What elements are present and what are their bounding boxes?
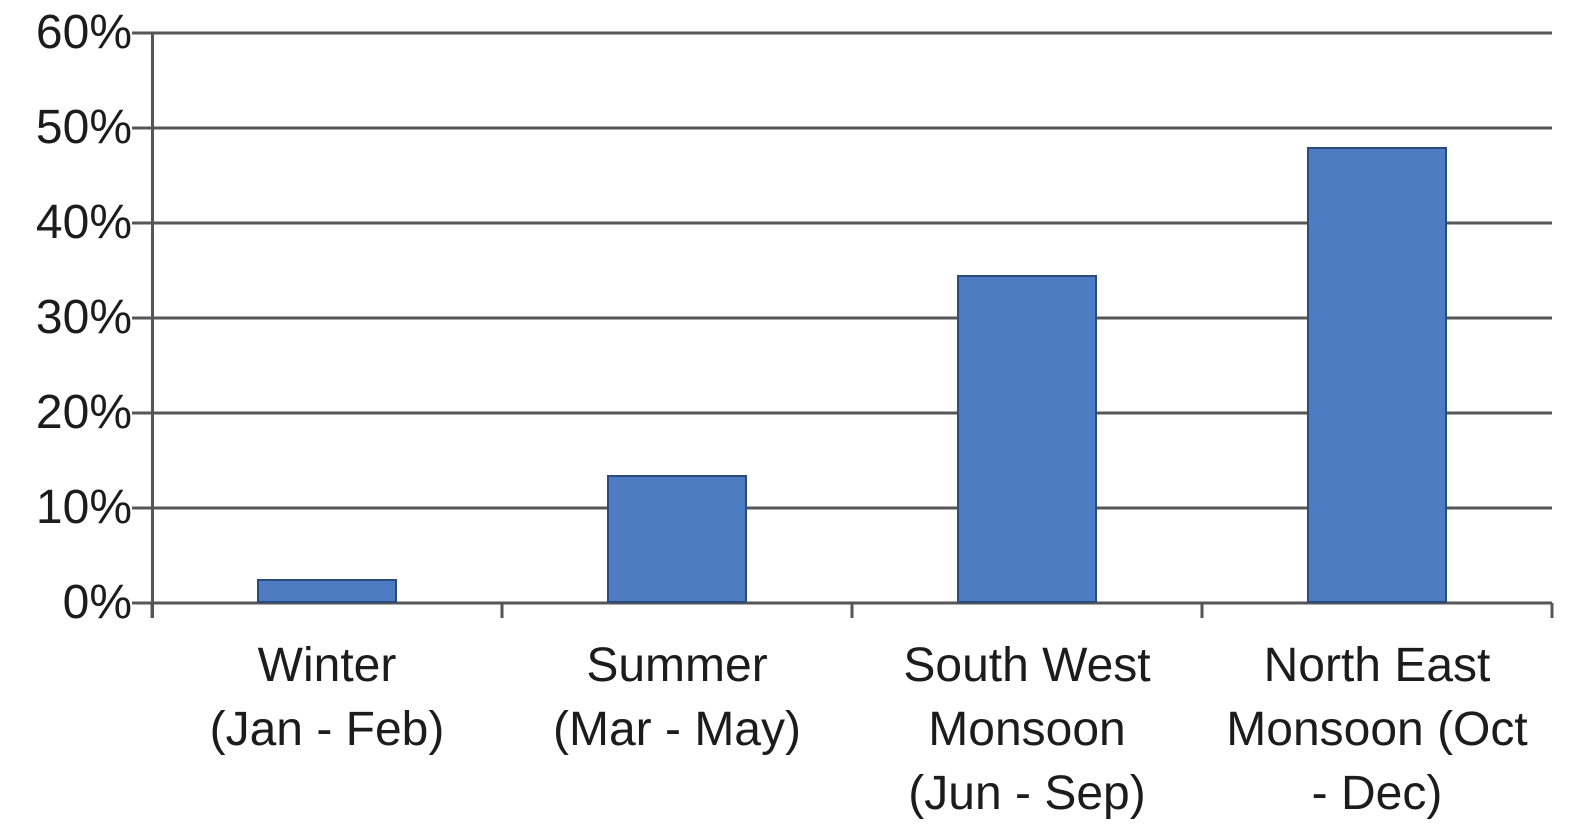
gridline-50 bbox=[132, 126, 1552, 130]
y-tick-label-20: 20% bbox=[35, 386, 132, 439]
y-axis-labels: 60% 50% 40% 30% 20% 10% 0% bbox=[0, 9, 132, 627]
plot-area bbox=[132, 31, 1554, 618]
x-axis-tick bbox=[1550, 603, 1554, 618]
y-tick-label-50: 50% bbox=[35, 101, 132, 154]
x-axis-tick bbox=[1200, 603, 1204, 618]
x-label-line: (Jun - Sep) bbox=[908, 767, 1146, 820]
y-tick-label-0: 0% bbox=[62, 576, 132, 629]
x-label-line: Monsoon bbox=[928, 703, 1126, 756]
gridline-30 bbox=[132, 316, 1552, 320]
x-label-line: Summer bbox=[586, 639, 768, 692]
gridlines bbox=[132, 31, 1552, 605]
x-axis-baseline bbox=[132, 601, 1552, 605]
y-tick-label-40: 40% bbox=[35, 195, 132, 249]
x-label-line: Monsoon (Oct bbox=[1226, 703, 1528, 756]
bar-north-east-monsoon bbox=[1307, 147, 1447, 603]
y-axis-line bbox=[150, 33, 154, 618]
bar-winter bbox=[257, 579, 397, 603]
x-label-line: (Jan - Feb) bbox=[209, 703, 445, 756]
y-tick-label-30: 30% bbox=[35, 291, 132, 344]
x-label-line: North East bbox=[1263, 639, 1491, 692]
y-tick-label-60: 60% bbox=[35, 6, 132, 59]
x-axis-tick bbox=[150, 603, 154, 618]
y-tick-label-10: 10% bbox=[35, 480, 132, 534]
x-label-line: (Mar - May) bbox=[553, 703, 801, 756]
x-tick-label-north-east-monsoon: North East Monsoon (Oct - Dec) bbox=[1202, 634, 1552, 826]
gridline-60 bbox=[132, 31, 1552, 35]
x-label-line: South West bbox=[903, 639, 1151, 692]
x-axis-ticks bbox=[150, 33, 1554, 618]
gridline-40 bbox=[132, 221, 1552, 225]
gridline-10 bbox=[132, 506, 1552, 510]
x-tick-label-south-west-monsoon: South West Monsoon (Jun - Sep) bbox=[852, 634, 1202, 826]
bar-summer bbox=[607, 474, 747, 603]
x-axis-tick bbox=[500, 603, 504, 618]
x-tick-label-summer: Summer (Mar - May) bbox=[502, 634, 852, 762]
x-tick-label-winter: Winter (Jan - Feb) bbox=[152, 634, 502, 762]
bar-series bbox=[152, 33, 1552, 603]
x-label-line: - Dec) bbox=[1311, 767, 1443, 820]
gridline-20 bbox=[132, 411, 1552, 415]
bar-south-west-monsoon bbox=[957, 275, 1097, 603]
x-label-line: Winter bbox=[257, 639, 397, 692]
x-axis-tick bbox=[850, 603, 854, 618]
